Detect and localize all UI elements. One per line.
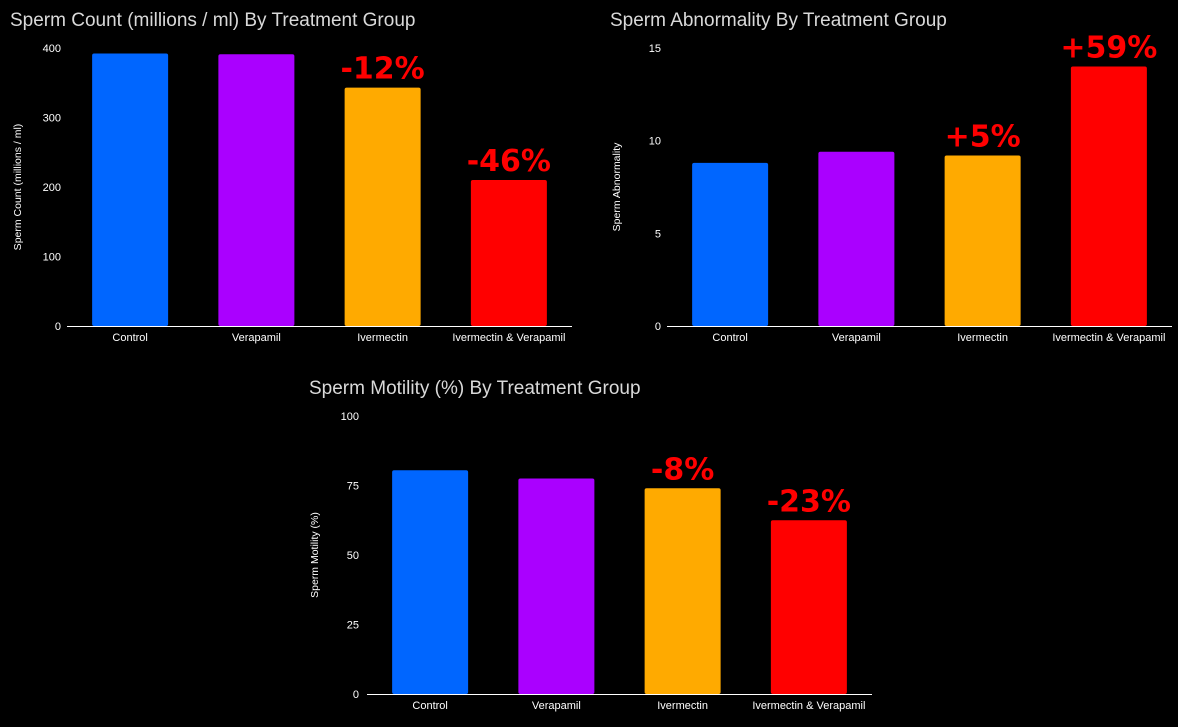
y-tick-label: 200: [43, 182, 61, 194]
x-category-label: Ivermectin: [357, 332, 408, 344]
x-category-label: Ivermectin & Verapamil: [752, 700, 865, 712]
y-axis-label: Sperm Abnormality: [611, 142, 623, 231]
y-tick-label: 0: [655, 321, 661, 333]
percent-change-label: -46%: [467, 144, 551, 179]
percent-change-label: -8%: [651, 452, 714, 487]
percent-change-label: +59%: [1060, 31, 1157, 66]
x-category-label: Control: [412, 700, 447, 712]
y-tick-label: 100: [43, 252, 61, 264]
x-category-label: Ivermectin & Verapamil: [452, 332, 565, 344]
y-tick-label: 5: [655, 228, 661, 240]
bar-ivermectin-verapamil: [1070, 66, 1147, 327]
percent-change-label: -12%: [340, 52, 424, 87]
x-category-label: Ivermectin: [657, 700, 708, 712]
chart-title: Sperm Motility (%) By Treatment Group: [309, 378, 641, 399]
y-tick-label: 10: [649, 136, 661, 148]
x-category-label: Verapamil: [232, 332, 281, 344]
y-tick-label: 0: [353, 689, 359, 701]
chart-panel-sperm-count: Sperm Count (millions / ml) By Treatment…: [0, 0, 585, 360]
bar-ivermectin: [644, 488, 721, 694]
y-tick-label: 0: [55, 321, 61, 333]
y-tick-label: 25: [347, 620, 359, 632]
x-category-label: Verapamil: [532, 700, 581, 712]
bar-verapamil: [818, 151, 895, 326]
chart-panel-sperm-motility: Sperm Motility (%) By Treatment Group Spe…: [300, 368, 880, 727]
bar-verapamil: [218, 54, 295, 326]
x-category-label: Ivermectin & Verapamil: [1052, 332, 1165, 344]
y-tick-label: 100: [341, 411, 359, 423]
x-category-label: Control: [112, 332, 147, 344]
x-category-label: Ivermectin: [957, 332, 1008, 344]
bar-control: [692, 162, 769, 326]
sperm-motility-chart: Sperm Motility (%) By Treatment Group Spe…: [309, 378, 872, 712]
percent-change-label: +5%: [945, 119, 1021, 154]
y-axis-label: Sperm Motility (%): [309, 512, 321, 598]
percent-change-label: -23%: [767, 484, 851, 519]
bar-ivermectin-verapamil: [770, 520, 847, 694]
chart-title: Sperm Count (millions / ml) By Treatment…: [10, 10, 415, 31]
y-tick-label: 50: [347, 550, 359, 562]
sperm-count-chart: Sperm Count (millions / ml) By Treatment…: [10, 10, 572, 344]
y-tick-label: 15: [649, 43, 661, 55]
sperm-abnormality-chart: Sperm Abnormality By Treatment Group Sper…: [610, 10, 1172, 344]
bar-ivermectin: [944, 155, 1021, 326]
x-category-label: Verapamil: [832, 332, 881, 344]
bar-ivermectin: [344, 87, 421, 327]
bar-control: [92, 53, 169, 327]
chart-panel-sperm-abnormality: Sperm Abnormality By Treatment Group Sper…: [600, 0, 1178, 360]
y-tick-label: 75: [347, 481, 359, 493]
y-tick-label: 400: [43, 43, 61, 55]
chart-title: Sperm Abnormality By Treatment Group: [610, 10, 947, 31]
y-tick-label: 300: [43, 113, 61, 125]
x-category-label: Control: [712, 332, 747, 344]
bar-control: [392, 470, 469, 694]
bar-ivermectin-verapamil: [470, 180, 547, 326]
bar-verapamil: [518, 478, 595, 694]
y-axis-label: Sperm Count (millions / ml): [12, 124, 24, 251]
